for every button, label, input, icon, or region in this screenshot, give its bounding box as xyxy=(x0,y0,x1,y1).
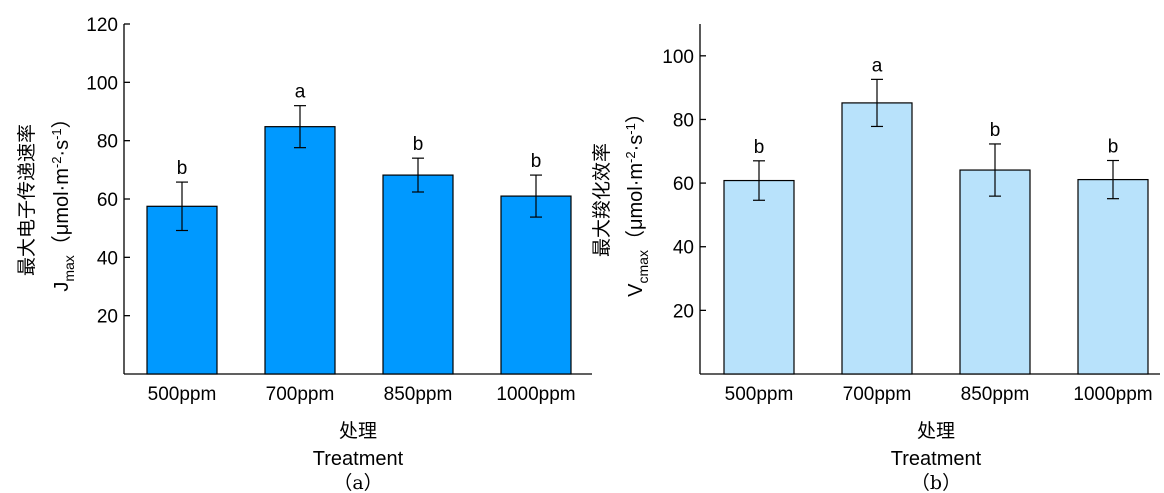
y-axis-label-b: 最大羧化效率 Vcmax（μmol·m-2·s-1） xyxy=(591,103,651,297)
bar-1000ppm xyxy=(500,195,572,375)
y-tick-label: 60 xyxy=(673,174,694,195)
bar-500ppm xyxy=(146,205,218,375)
bar-850ppm xyxy=(382,174,454,375)
y-tick-label: 100 xyxy=(662,47,694,68)
x-tick-label: 500ppm xyxy=(148,384,217,405)
significance-label: b xyxy=(413,134,424,155)
significance-label: b xyxy=(990,120,1001,141)
y-tick-label: 20 xyxy=(673,301,694,322)
y-tick-label: 120 xyxy=(86,15,118,36)
significance-label: b xyxy=(531,151,542,172)
x-tick-label: 500ppm xyxy=(725,384,794,405)
bar-500ppm xyxy=(723,179,795,375)
bar-850ppm xyxy=(959,169,1031,375)
y-axis-label-symbol-a: Jmax（μmol·m-2·s-1） xyxy=(49,108,77,291)
y-tick-label: 80 xyxy=(673,110,694,131)
panel-label-b: （b） xyxy=(911,472,961,493)
y-symbol-b: V xyxy=(625,283,647,297)
y-unit-sup2-a: -1 xyxy=(49,128,64,140)
x-tick-label: 700ppm xyxy=(843,384,912,405)
y-tick-label: 20 xyxy=(97,307,118,328)
y-tick-label: 40 xyxy=(673,238,694,259)
significance-label: a xyxy=(872,55,883,76)
bar-700ppm xyxy=(841,102,913,375)
bar-1000ppm xyxy=(1077,178,1149,375)
bar-700ppm xyxy=(264,126,336,375)
y-subscript-a: max xyxy=(61,255,77,281)
y-unit-mid-b: ·s xyxy=(625,135,647,152)
y-subscript-b: cmax xyxy=(635,250,651,283)
y-axis-label-symbol-b: Vcmax（μmol·m-2·s-1） xyxy=(623,103,651,297)
y-unit-sup2-b: -1 xyxy=(623,123,638,135)
y-tick-label: 80 xyxy=(97,132,118,153)
panel-a: 20 40 60 80 100 120 b 500ppm a 700ppm b 850ppm b 100… xyxy=(16,15,592,493)
panel-label-a: （a） xyxy=(333,472,382,493)
panel-b: 20 40 60 80 100 b 500ppm a 700ppm b 850ppm b 1000pp… xyxy=(591,24,1160,493)
y-tick-label: 60 xyxy=(97,190,118,211)
y-symbol-a: J xyxy=(51,282,73,292)
significance-label: b xyxy=(177,158,188,179)
y-unit-sup1-b: -2 xyxy=(623,151,638,163)
y-tick-label: 40 xyxy=(97,248,118,269)
y-unit-sup1-a: -2 xyxy=(49,157,64,169)
y-unit-mid-a: ·s xyxy=(51,140,73,157)
x-tick-label: 700ppm xyxy=(266,384,335,405)
y-unit-close-a: ） xyxy=(50,108,73,128)
y-axis-label-a: 最大电子传递速率 Jmax（μmol·m-2·s-1） xyxy=(16,108,77,291)
x-tick-label: 1000ppm xyxy=(496,384,575,405)
y-axis-label-cn-a: 最大电子传递速率 xyxy=(16,124,38,276)
x-tick-label: 1000ppm xyxy=(1073,384,1152,405)
x-tick-label: 850ppm xyxy=(961,384,1030,405)
significance-label: b xyxy=(754,137,765,158)
x-axis-label-en-a: Treatment xyxy=(313,448,404,470)
y-unit-close-b: ） xyxy=(624,103,647,123)
y-unit-open-a: （μmol·m xyxy=(50,168,73,255)
significance-label: a xyxy=(295,82,306,103)
x-axis-label-cn-a: 处理 xyxy=(339,420,377,442)
y-unit-open-b: （μmol·m xyxy=(624,163,647,250)
x-axis-label-en-b: Treatment xyxy=(891,448,982,470)
y-tick-label: 100 xyxy=(86,73,118,94)
significance-label: b xyxy=(1108,137,1119,158)
x-tick-label: 850ppm xyxy=(384,384,453,405)
x-axis-label-cn-b: 处理 xyxy=(917,420,955,442)
y-axis-label-cn-b: 最大羧化效率 xyxy=(591,143,613,257)
